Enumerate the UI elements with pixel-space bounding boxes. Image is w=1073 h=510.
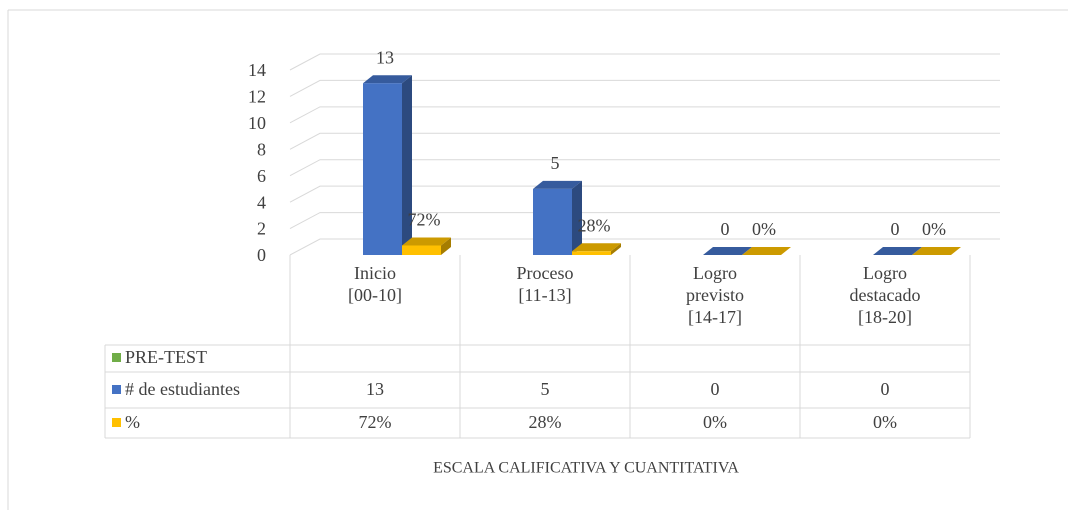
y-tick-label: 8 bbox=[257, 139, 266, 159]
bar bbox=[363, 75, 412, 255]
x-tick-label: Logro previsto [14-17] bbox=[686, 263, 744, 327]
bar-face bbox=[742, 247, 791, 255]
table-cell: 0 bbox=[711, 379, 720, 399]
bar bbox=[742, 247, 791, 255]
table-cell: 0 bbox=[881, 379, 890, 399]
bar-face bbox=[533, 180, 582, 189]
y-tick-label: 10 bbox=[248, 113, 266, 133]
table-cell: 72% bbox=[359, 412, 392, 432]
bar-face bbox=[611, 243, 621, 255]
y-tick-label: 12 bbox=[248, 87, 266, 107]
x-tick-label: Proceso [11-13] bbox=[517, 263, 574, 305]
grid-line bbox=[289, 159, 1000, 177]
bar-face bbox=[572, 251, 611, 255]
bar-face bbox=[572, 180, 582, 255]
legend-key bbox=[112, 418, 121, 427]
x-tick-label: Inicio [00-10] bbox=[348, 263, 402, 305]
bar-face bbox=[402, 75, 412, 255]
data-label: 0 bbox=[721, 219, 730, 239]
data-label: 72% bbox=[408, 210, 441, 230]
data-label: 0% bbox=[922, 219, 946, 239]
bar-face bbox=[912, 247, 961, 255]
data-table bbox=[104, 255, 971, 439]
bar bbox=[703, 247, 752, 255]
bar-face bbox=[363, 83, 402, 255]
grid-line bbox=[289, 132, 1000, 150]
bar-face bbox=[363, 75, 412, 84]
table-cell: 28% bbox=[529, 412, 562, 432]
data-label: 28% bbox=[578, 215, 611, 235]
legend-key bbox=[112, 385, 121, 394]
table-cell: 13 bbox=[366, 379, 384, 399]
bar-face bbox=[402, 237, 451, 246]
y-tick-label: 2 bbox=[257, 219, 266, 239]
table-cell: 0% bbox=[703, 412, 727, 432]
table-cell: 0% bbox=[873, 412, 897, 432]
x-axis-label: ESCALA CALIFICATIVA Y CUANTITATIVA bbox=[433, 460, 739, 477]
grid-line bbox=[289, 79, 1000, 97]
legend-key bbox=[112, 353, 121, 362]
x-tick-label: Logro destacado [18-20] bbox=[850, 263, 921, 327]
grid-line bbox=[289, 185, 1000, 203]
data-label: 0 bbox=[891, 219, 900, 239]
bar bbox=[533, 180, 582, 255]
bar bbox=[572, 243, 621, 255]
y-tick-label: 14 bbox=[248, 60, 266, 80]
y-tick-label: 0 bbox=[257, 245, 266, 265]
y-tick-label: 6 bbox=[257, 166, 266, 186]
bar-face bbox=[873, 247, 922, 255]
y-tick-label: 4 bbox=[257, 192, 266, 212]
legend-label: PRE-TEST bbox=[125, 347, 207, 367]
bar bbox=[912, 247, 961, 255]
bar-face bbox=[572, 243, 621, 252]
legend-label: % bbox=[125, 412, 140, 432]
bar-face bbox=[703, 247, 752, 255]
data-label: 5 bbox=[551, 153, 560, 173]
data-label: 0% bbox=[752, 219, 776, 239]
legend-label: # de estudiantes bbox=[125, 379, 240, 399]
bar-face bbox=[533, 188, 572, 255]
grid-line bbox=[289, 238, 1000, 256]
grid-line bbox=[289, 53, 1000, 71]
bar-face bbox=[441, 237, 451, 255]
table-cell: 5 bbox=[541, 379, 550, 399]
bar bbox=[402, 237, 451, 255]
grid-line bbox=[289, 106, 1000, 124]
data-label: 13 bbox=[376, 47, 394, 67]
bar-face bbox=[402, 245, 441, 255]
grid-line bbox=[289, 212, 1000, 230]
bar bbox=[873, 247, 922, 255]
